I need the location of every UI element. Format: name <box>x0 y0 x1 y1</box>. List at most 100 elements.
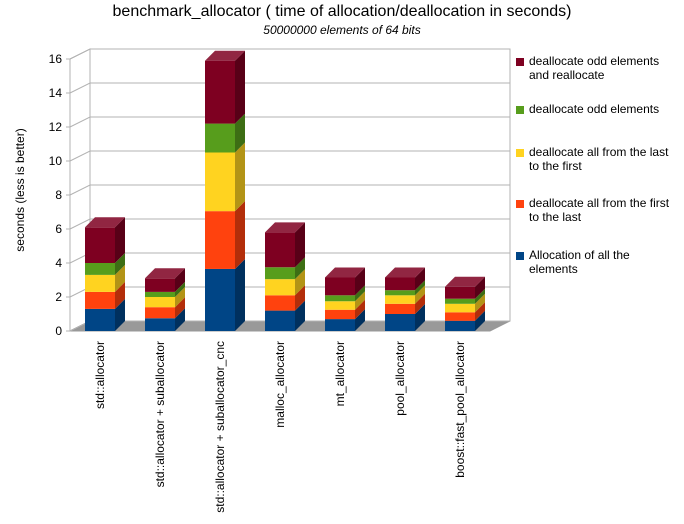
bar-segment <box>325 319 355 331</box>
bar-top <box>205 50 245 61</box>
chart-subtitle: 50000000 elements of 64 bits <box>263 23 420 37</box>
x-tick-label: std::allocator <box>93 341 107 409</box>
legend-swatch <box>516 58 524 66</box>
y-axis-label: seconds (less is better) <box>13 128 27 251</box>
y-tick-label: 0 <box>55 324 62 338</box>
bar-side <box>355 309 365 331</box>
bar-side <box>355 285 365 302</box>
bar-side <box>475 310 485 331</box>
bar-side <box>235 258 245 331</box>
bar-top <box>145 268 185 279</box>
grid-line <box>69 48 510 60</box>
bar-side <box>175 281 185 297</box>
bar-segment <box>205 60 235 124</box>
legend-label: deallocate all from the first to the las… <box>529 196 670 224</box>
bar-segment <box>385 277 415 291</box>
bar-side <box>235 142 245 212</box>
grid-line <box>69 150 510 162</box>
bar-side <box>175 297 185 319</box>
bar-side <box>475 302 485 321</box>
bar-segment <box>85 227 115 263</box>
bar-side <box>415 304 425 331</box>
bar-top <box>325 267 365 278</box>
bar-side <box>115 264 125 292</box>
bar-segment <box>325 309 355 320</box>
bar-segment <box>205 268 235 331</box>
bar-side <box>175 308 185 331</box>
bar-segment <box>265 310 295 331</box>
bar-side <box>235 50 245 124</box>
bar-segment <box>145 297 175 308</box>
grid-line <box>69 218 510 230</box>
legend-label: deallocate all from the last to the firs… <box>529 145 669 173</box>
bar-side <box>355 291 365 310</box>
bar-segment <box>325 277 355 296</box>
bar-side <box>295 300 305 331</box>
y-tick-label: 16 <box>49 52 63 66</box>
bar-side <box>295 269 305 296</box>
legend-swatch <box>516 252 524 260</box>
chart-title: benchmark_allocator ( time of allocation… <box>113 3 572 20</box>
bar-segment <box>205 152 235 212</box>
bar-side <box>355 267 365 296</box>
bar-segment <box>385 295 415 304</box>
bar-side <box>295 222 305 268</box>
grid-line <box>69 116 510 128</box>
bar-side <box>355 299 365 320</box>
x-tick-label: std::allocator + suballocator <box>153 341 167 487</box>
bar-top <box>265 222 305 233</box>
bar-side <box>475 288 485 304</box>
bar-side <box>235 113 245 153</box>
bar-side <box>475 276 485 299</box>
bar-segment <box>85 291 115 309</box>
y-tick-label: 4 <box>55 256 62 270</box>
bar-side <box>295 257 305 280</box>
bar-segment <box>325 295 355 302</box>
bar-segment <box>445 303 475 313</box>
x-tick-label: boost::fast_pool_allocator <box>453 341 467 478</box>
legend-swatch <box>516 149 524 157</box>
bar-side <box>115 253 125 275</box>
bar-segment <box>205 211 235 269</box>
x-tick-label: malloc_allocator <box>273 341 287 428</box>
bar-segment <box>85 263 115 275</box>
bar-segment <box>445 312 475 321</box>
y-tick-label: 8 <box>55 188 62 202</box>
grid-line <box>69 82 510 94</box>
bar-side <box>175 287 185 308</box>
bar-segment <box>385 314 415 331</box>
bar-side <box>475 293 485 313</box>
bar-segment <box>145 318 175 331</box>
bar-side <box>115 281 125 309</box>
bar-segment <box>145 307 175 319</box>
bar-segment <box>445 286 475 299</box>
bar-side <box>415 267 425 291</box>
bar-side <box>235 201 245 269</box>
bar-side <box>415 285 425 304</box>
x-tick-label: mt_allocator <box>333 341 347 406</box>
y-tick-label: 10 <box>49 154 63 168</box>
legend-swatch <box>516 200 524 208</box>
legend-label: deallocate odd elements and reallocate <box>529 54 660 82</box>
bar-segment <box>85 274 115 292</box>
x-tick-label: std::allocator + suballocator_cnc <box>213 341 227 513</box>
bar-segment <box>445 320 475 331</box>
bar-side <box>415 293 425 314</box>
legend-label: Allocation of all the elements <box>529 248 630 276</box>
bar-segment <box>265 232 295 268</box>
y-tick-label: 2 <box>55 290 62 304</box>
bar-side <box>115 217 125 263</box>
y-tick-label: 14 <box>49 86 63 100</box>
bar-side <box>415 280 425 296</box>
bar-segment <box>325 301 355 310</box>
bar-segment <box>265 267 295 280</box>
bar-side <box>295 285 305 311</box>
bar-segment <box>85 308 115 331</box>
y-tick-label: 6 <box>55 222 62 236</box>
bar-top <box>445 276 485 287</box>
x-tick-label: pool_allocator <box>393 341 407 416</box>
legend-label: deallocate odd elements <box>529 102 660 116</box>
bar-top <box>85 217 125 228</box>
